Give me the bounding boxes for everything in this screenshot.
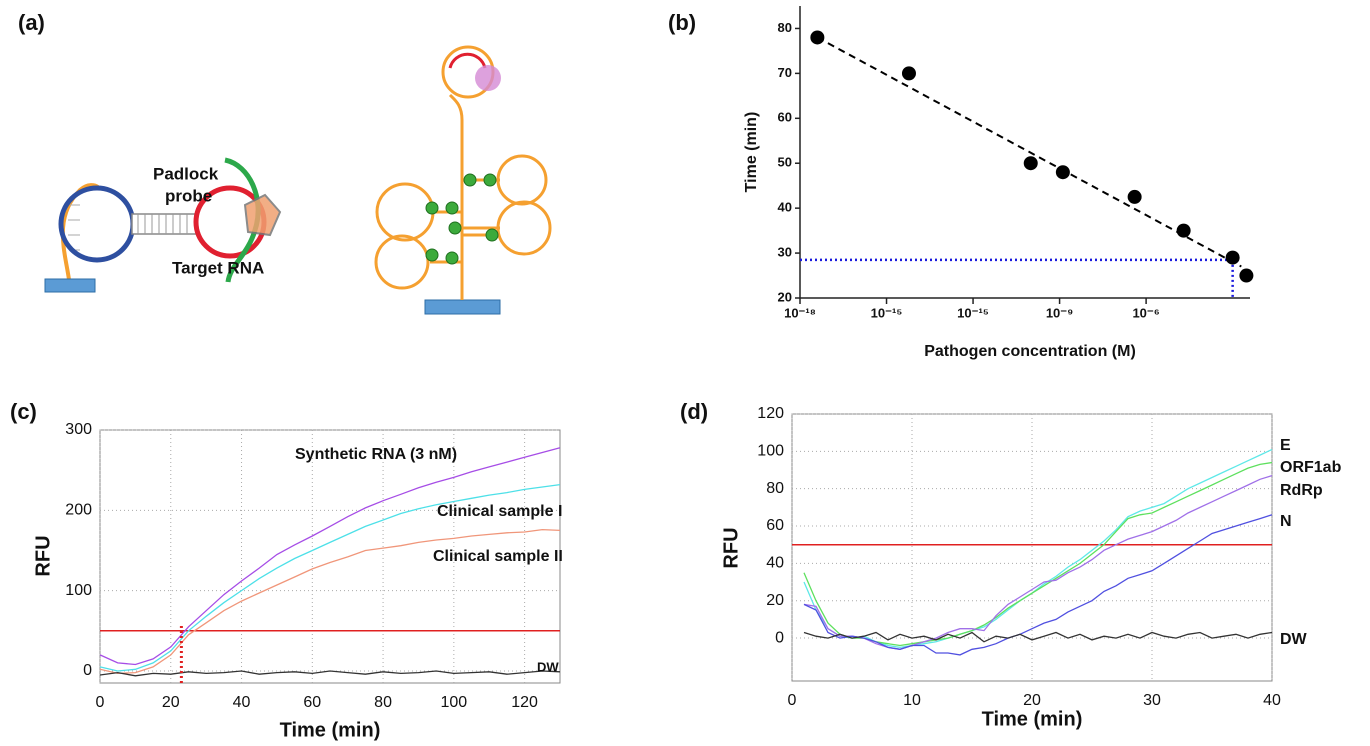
series-label: Synthetic RNA (3 nM) [295, 446, 457, 463]
x-tick-label: 40 [233, 694, 251, 711]
series-line [803, 631, 1273, 643]
panel-label: (c) [10, 399, 37, 424]
y-tick-label: 300 [65, 421, 92, 438]
label: Padlock [153, 164, 219, 183]
axes [799, 6, 1250, 299]
loop [496, 200, 552, 256]
chart: (c) 0 100 200 300 0 20 40 60 80 100 120 Time (min) RF… [10, 399, 563, 741]
y-tick-label: 100 [65, 582, 92, 599]
bonds [68, 204, 80, 251]
y-tick-label: 120 [757, 405, 784, 422]
x-axis-label: Pathogen concentration (M) [924, 343, 1136, 360]
chart: (d) 0 20 40 60 80 100 120 0 10 20 30 40 Time (min) RFU… [680, 399, 1342, 730]
panel-label: (b) [668, 10, 696, 35]
series-label: N [1280, 513, 1292, 530]
y-tick-label: 0 [83, 662, 92, 679]
y-tick-label: 70 [778, 65, 792, 80]
loop [374, 234, 430, 290]
y-tick-label: 0 [775, 629, 784, 646]
x-tick-label: 80 [374, 694, 392, 711]
point [1225, 250, 1240, 265]
x-tick-label: 20 [162, 694, 180, 711]
series-line [99, 528, 561, 675]
point [1023, 156, 1038, 171]
loop [496, 154, 548, 206]
point [1127, 189, 1142, 204]
x-tick-label: 60 [303, 694, 321, 711]
series-line [803, 461, 1273, 647]
loop [58, 185, 136, 263]
y-tick-label: 40 [778, 200, 792, 215]
surface [424, 299, 501, 315]
y-tick-label: 50 [778, 155, 792, 170]
loop [375, 182, 435, 242]
x-tick-label: 30 [1143, 692, 1161, 709]
x-tick-label: 10⁻¹⁵ [871, 305, 903, 320]
x-tick-label: 10⁻¹⁸ [784, 305, 816, 320]
fluorophores [425, 173, 499, 265]
y-tick-label: 20 [766, 592, 784, 609]
y-tick-label: 80 [766, 480, 784, 497]
plot-frame [99, 429, 561, 684]
fit-line [816, 36, 1242, 268]
x-tick-label: 0 [96, 694, 105, 711]
chart: (b) 20 30 40 50 60 70 80 10⁻¹⁸ 10⁻¹⁵ 10⁻¹⁵ 10⁻⁹ 10⁻⁶… [668, 6, 1254, 360]
y-tick-label: 40 [766, 555, 784, 572]
y-tick-label: 60 [778, 110, 792, 125]
series-label: DW [1280, 631, 1308, 648]
x-tick-label: 100 [440, 694, 467, 711]
panel-label: (d) [680, 399, 708, 424]
x-tick-label: 10 [903, 692, 921, 709]
y-axis-label: Time (min) [743, 112, 760, 193]
y-tick-label: 80 [778, 20, 792, 35]
enzyme [475, 65, 501, 91]
stem-bonds [137, 214, 188, 234]
y-tick-label: 20 [778, 289, 792, 304]
series-line [99, 447, 561, 666]
point [810, 30, 825, 45]
y-tick-label: 30 [778, 245, 792, 260]
y-tick-label: 100 [757, 443, 784, 460]
series-label: Clinical sample II [433, 548, 563, 565]
x-tick-label: 0 [788, 692, 797, 709]
strand [430, 93, 500, 300]
y-axis-label: RFU [32, 535, 54, 576]
y-axis-label: RFU [720, 527, 742, 568]
label: probe [165, 186, 212, 205]
x-tick-label: 120 [511, 694, 538, 711]
y-tick-label: 200 [65, 502, 92, 519]
series-line [803, 514, 1273, 656]
diagram: (a) Padlock probe Target RNA [18, 10, 552, 315]
point [1055, 165, 1070, 180]
y-tick-label: 60 [766, 517, 784, 534]
series-line [99, 670, 561, 677]
arc [448, 52, 487, 69]
x-tick-label: 10⁻⁶ [1132, 305, 1159, 320]
series-label: Clinical sample I [437, 503, 562, 520]
series-label: RdRp [1280, 482, 1323, 499]
series-line [99, 483, 561, 672]
point [901, 66, 916, 81]
x-tick-label: 10⁻⁹ [1046, 305, 1074, 320]
surface [44, 278, 96, 293]
x-axis-label: Time (min) [280, 719, 381, 741]
series-line [803, 474, 1273, 650]
enzyme [243, 193, 282, 237]
x-axis-label: Time (min) [982, 708, 1083, 730]
label: Target RNA [172, 258, 264, 277]
series-label: E [1280, 437, 1291, 454]
series-label: DW [537, 659, 559, 674]
x-tick-label: 40 [1263, 692, 1281, 709]
point [1239, 268, 1254, 283]
series-label: ORF1ab [1280, 459, 1342, 476]
x-tick-label: 20 [1023, 692, 1041, 709]
x-tick-label: 10⁻¹⁵ [957, 305, 989, 320]
series-line [803, 448, 1273, 649]
panel-label: (a) [18, 10, 45, 35]
point [1176, 223, 1191, 238]
